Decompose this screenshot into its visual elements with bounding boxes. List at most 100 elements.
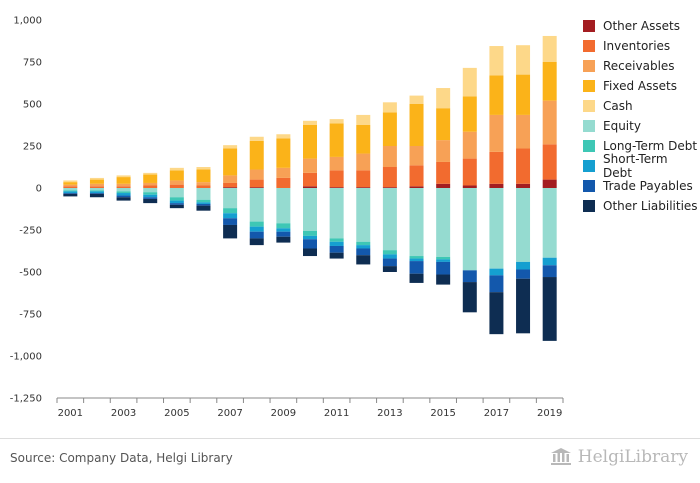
bar-segment <box>382 167 397 188</box>
bar-segment <box>462 185 477 188</box>
bar-segment <box>169 203 184 205</box>
bar-segment <box>516 114 531 149</box>
bar-segment <box>436 183 451 188</box>
bar-segment <box>249 226 264 232</box>
bar-segment <box>409 273 424 283</box>
bar-segment <box>143 192 158 195</box>
bars <box>63 35 557 341</box>
bar-segment <box>223 182 238 188</box>
bar-segment <box>489 268 504 276</box>
legend-swatch <box>583 140 595 152</box>
bar-segment <box>116 183 131 187</box>
legend-label: Inventories <box>603 39 671 53</box>
bar-segment <box>329 241 344 246</box>
legend-item[interactable]: Short-Term Debt <box>583 152 700 180</box>
bar-segment <box>382 187 397 188</box>
x-tick-label: 2015 <box>430 408 455 419</box>
bar-segment <box>329 252 344 259</box>
bar-segment <box>116 175 131 178</box>
bar-segment <box>249 140 264 170</box>
bar-segment <box>63 190 78 192</box>
bar-segment <box>382 112 397 146</box>
bar-segment <box>409 146 424 166</box>
bar-segment <box>249 188 264 222</box>
y-tick-label: 0 <box>36 184 42 195</box>
bar-segment <box>196 202 211 204</box>
bar-segment <box>196 188 211 200</box>
bar-segment <box>382 188 397 251</box>
legend-item[interactable]: Receivables <box>583 56 700 76</box>
legend-label: Other Liabilities <box>603 199 698 213</box>
bar-segment <box>489 292 504 335</box>
balance-sheet-chart: 1,0007505002500-250-500-750-1,000-1,250 … <box>10 16 564 419</box>
bar-segment <box>462 270 477 283</box>
bar-segment <box>276 167 291 178</box>
bar-segment <box>489 151 504 184</box>
legend-item[interactable]: Other Liabilities <box>583 196 700 216</box>
bar-segment <box>89 179 104 184</box>
bar-segment <box>249 231 264 239</box>
bar-segment <box>516 45 531 75</box>
bar-segment <box>223 218 238 225</box>
legend-swatch <box>583 120 595 132</box>
bar-segment <box>63 184 78 187</box>
bar-segment <box>116 193 131 196</box>
library-building-icon <box>550 448 571 465</box>
bar-segment <box>143 198 158 204</box>
bar-segment <box>276 138 291 168</box>
bar-segment <box>169 184 184 188</box>
bar-segment <box>89 193 104 194</box>
legend-label: Receivables <box>603 59 675 73</box>
bar-segment <box>329 123 344 157</box>
legend-item[interactable]: Fixed Assets <box>583 76 700 96</box>
legend: Other Assets Inventories Receivables Fixed … <box>583 16 700 216</box>
bar-segment <box>89 186 104 188</box>
bar-segment <box>356 187 371 188</box>
bar-segment <box>169 200 184 204</box>
bar-segment <box>356 170 371 188</box>
legend-label: Long-Term Debt <box>603 139 698 153</box>
bar-segment <box>382 254 397 259</box>
bar-segment <box>516 278 531 334</box>
bar-segment <box>516 188 531 262</box>
legend-item[interactable]: Cash <box>583 96 700 116</box>
bar-segment <box>409 104 424 146</box>
y-tick-label: -1,000 <box>10 352 42 363</box>
legend-swatch <box>583 160 595 172</box>
bar-segment <box>89 190 104 192</box>
legend-item[interactable]: Other Assets <box>583 16 700 36</box>
legend-label: Other Assets <box>603 19 680 33</box>
legend-item[interactable]: Trade Payables <box>583 176 700 196</box>
bar-segment <box>436 256 451 260</box>
bar-segment <box>462 96 477 132</box>
legend-swatch <box>583 100 595 112</box>
bar-segment <box>329 170 344 188</box>
x-tick-label: 2007 <box>217 408 242 419</box>
y-tick-label: 250 <box>23 142 42 153</box>
bar-segment <box>169 204 184 209</box>
legend-label: Fixed Assets <box>603 79 677 93</box>
legend-item[interactable]: Long-Term Debt <box>583 136 700 156</box>
legend-item[interactable]: Equity <box>583 116 700 136</box>
x-tick-label: 2011 <box>324 408 349 419</box>
legend-swatch <box>583 60 595 72</box>
bar-segment <box>516 183 531 188</box>
bar-segment <box>356 248 371 256</box>
bar-segment <box>356 188 371 242</box>
legend-item[interactable]: Inventories <box>583 36 700 56</box>
bar-segment <box>249 221 264 227</box>
bar-segment <box>89 183 104 187</box>
bar-segment <box>303 239 317 249</box>
legend-swatch <box>583 40 595 52</box>
legend-label: Cash <box>603 99 633 113</box>
bar-segment <box>196 169 211 183</box>
bar-segment <box>196 182 211 186</box>
bar-segment <box>356 241 371 246</box>
bar-segment <box>249 169 264 180</box>
legend-label: Equity <box>603 119 641 133</box>
legend-label: Trade Payables <box>603 179 693 193</box>
bar-segment <box>489 46 504 76</box>
bar-segment <box>169 180 184 185</box>
bar-segment <box>382 146 397 167</box>
bar-segment <box>223 208 238 214</box>
